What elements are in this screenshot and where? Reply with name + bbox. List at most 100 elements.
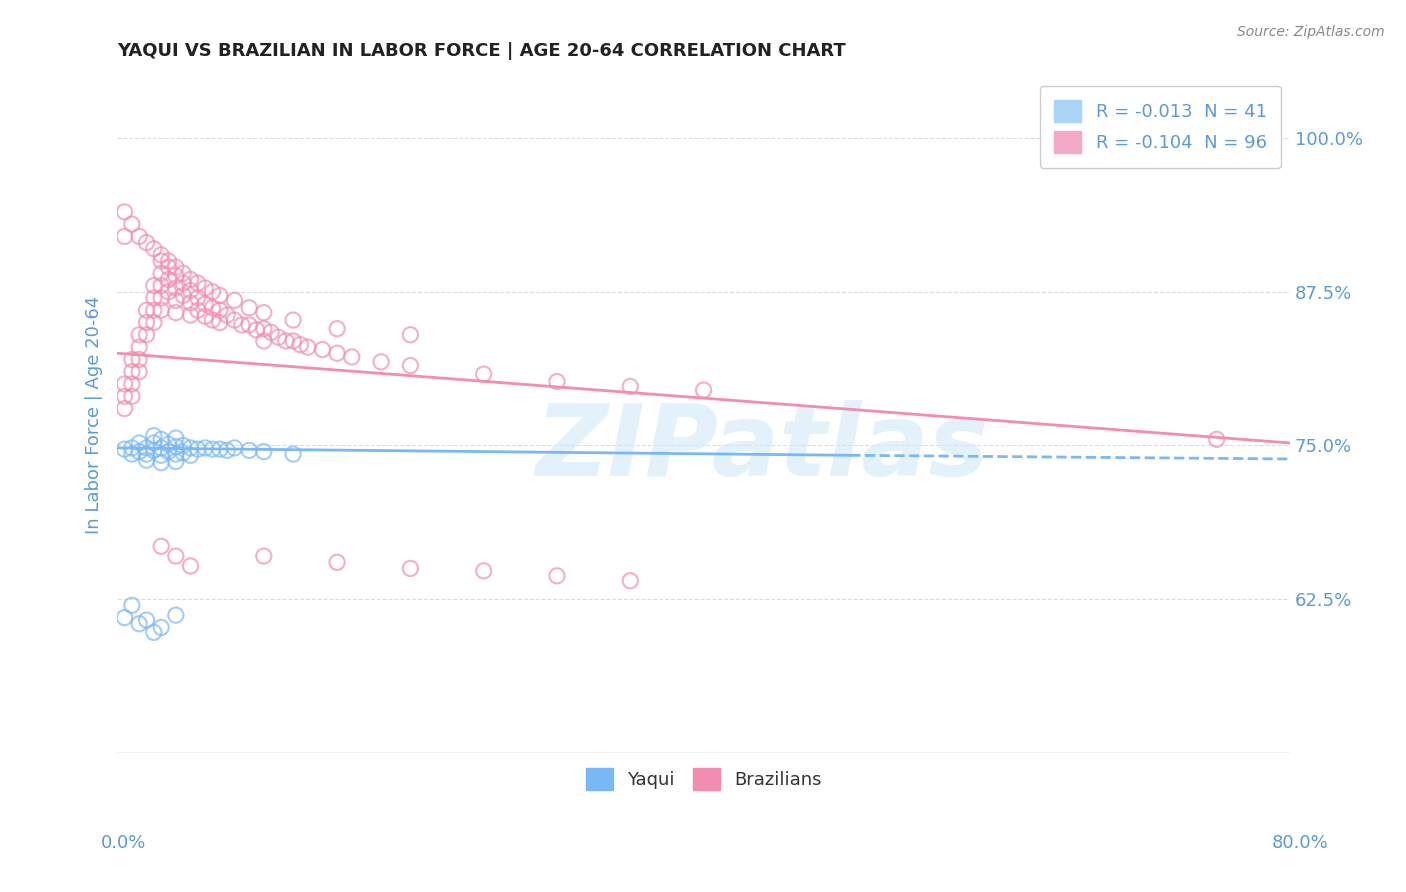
Point	[142, 242, 165, 256]
Point	[281, 334, 304, 348]
Point	[179, 284, 201, 298]
Point	[546, 569, 568, 583]
Point	[546, 375, 568, 389]
Point	[253, 549, 276, 563]
Y-axis label: In Labor Force | Age 20-64: In Labor Force | Age 20-64	[86, 295, 103, 533]
Point	[150, 266, 173, 280]
Point	[128, 340, 150, 354]
Point	[157, 254, 180, 268]
Point	[253, 321, 276, 335]
Point	[179, 441, 201, 455]
Point	[157, 260, 180, 275]
Point	[128, 616, 150, 631]
Point	[194, 297, 217, 311]
Point	[224, 313, 246, 327]
Point	[150, 248, 173, 262]
Point	[326, 346, 349, 360]
Point	[253, 306, 276, 320]
Point	[208, 288, 231, 302]
Point	[114, 376, 136, 391]
Point	[208, 303, 231, 318]
Point	[114, 229, 136, 244]
Text: 80.0%: 80.0%	[1272, 834, 1329, 852]
Point	[260, 326, 283, 340]
Point	[165, 447, 187, 461]
Point	[281, 447, 304, 461]
Point	[224, 293, 246, 308]
Point	[290, 337, 312, 351]
Point	[224, 441, 246, 455]
Point	[121, 352, 143, 367]
Point	[238, 301, 260, 315]
Point	[165, 268, 187, 283]
Point	[135, 327, 157, 342]
Point	[165, 293, 187, 308]
Point	[128, 352, 150, 367]
Point	[187, 276, 209, 290]
Point	[135, 303, 157, 318]
Point	[157, 444, 180, 458]
Point	[399, 561, 422, 575]
Point	[172, 276, 194, 290]
Point	[172, 266, 194, 280]
Point	[253, 444, 276, 458]
Point	[135, 235, 157, 250]
Point	[135, 453, 157, 467]
Point	[619, 574, 641, 588]
Point	[142, 316, 165, 330]
Point	[179, 295, 201, 310]
Text: YAQUI VS BRAZILIAN IN LABOR FORCE | AGE 20-64 CORRELATION CHART: YAQUI VS BRAZILIAN IN LABOR FORCE | AGE …	[117, 42, 846, 60]
Point	[165, 440, 187, 454]
Point	[179, 272, 201, 286]
Point	[238, 443, 260, 458]
Point	[128, 444, 150, 458]
Point	[121, 441, 143, 455]
Point	[128, 436, 150, 450]
Point	[179, 448, 201, 462]
Point	[135, 613, 157, 627]
Point	[121, 599, 143, 613]
Point	[187, 303, 209, 318]
Point	[114, 389, 136, 403]
Point	[201, 313, 224, 327]
Point	[201, 301, 224, 315]
Point	[114, 610, 136, 624]
Point	[121, 389, 143, 403]
Legend: Yaqui, Brazilians: Yaqui, Brazilians	[571, 754, 837, 805]
Point	[165, 281, 187, 295]
Point	[150, 254, 173, 268]
Point	[201, 442, 224, 457]
Point	[142, 443, 165, 458]
Point	[142, 625, 165, 640]
Point	[121, 376, 143, 391]
Point	[326, 555, 349, 569]
Point	[142, 303, 165, 318]
Point	[150, 433, 173, 447]
Point	[150, 539, 173, 553]
Point	[201, 285, 224, 299]
Point	[253, 334, 276, 348]
Point	[150, 278, 173, 293]
Point	[150, 291, 173, 305]
Point	[311, 343, 333, 357]
Point	[165, 454, 187, 468]
Point	[157, 437, 180, 451]
Point	[267, 330, 290, 344]
Point	[150, 303, 173, 318]
Point	[194, 310, 217, 324]
Point	[245, 323, 267, 337]
Point	[135, 447, 157, 461]
Point	[208, 316, 231, 330]
Point	[150, 456, 173, 470]
Point	[340, 350, 363, 364]
Point	[194, 281, 217, 295]
Point	[231, 318, 253, 332]
Point	[165, 260, 187, 275]
Point	[135, 441, 157, 455]
Point	[128, 365, 150, 379]
Point	[121, 217, 143, 231]
Point	[217, 443, 239, 458]
Point	[165, 431, 187, 445]
Point	[142, 291, 165, 305]
Point	[114, 204, 136, 219]
